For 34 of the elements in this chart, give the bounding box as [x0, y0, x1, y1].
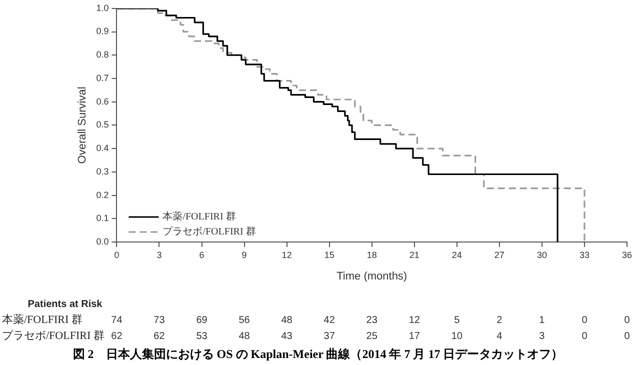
x-tick-label: 0	[114, 250, 120, 260]
text: Patients at Risk	[28, 298, 103, 310]
y-tick-label: 0.9	[96, 26, 109, 36]
y-tick-label: 0.5	[96, 120, 109, 130]
x-tick-label: 12	[282, 250, 292, 260]
y-tick-label: 0.8	[96, 50, 109, 60]
x-tick-label: 36	[622, 250, 632, 260]
text: 62 62 53 48 43 37 25 17 10 4 3 0 0	[111, 330, 630, 342]
y-axis-title: Overall Survival	[76, 86, 89, 164]
x-axis-title: Time (months)	[336, 270, 408, 282]
y-tick-label: 0.0	[96, 236, 109, 246]
x-tick-label: 6	[199, 250, 204, 260]
x-tick-label: 30	[536, 250, 547, 260]
legend-label: 本薬/FOLFIRI 群	[162, 210, 236, 223]
y-tick-label: 0.7	[96, 72, 109, 83]
y-tick-label: 1.0	[96, 2, 109, 13]
y-tick-label: 0.2	[96, 190, 109, 200]
x-tick-label: 18	[366, 250, 377, 260]
x-tick-label: 33	[579, 250, 590, 260]
x-tick-label: 21	[409, 250, 420, 260]
y-tick-label: 0.1	[96, 213, 109, 224]
text: 本薬/FOLFIRI 群	[2, 314, 82, 326]
x-tick-label: 9	[242, 250, 247, 260]
legend-label: プラセボ/FOLFIRI 群	[162, 226, 256, 238]
y-tick-label: 0.4	[96, 143, 109, 154]
x-tick-label: 15	[324, 250, 334, 260]
y-tick-label: 0.3	[96, 166, 109, 176]
text: 74 73 69 56 48 42 23 12 5 2 1 0 0	[111, 314, 630, 326]
caption: 図 2 日本人集団における OS の Kaplan-Meier 曲線（2014 年 7 月 17 日データカットオフ）	[72, 347, 564, 362]
x-tick-label: 24	[452, 250, 462, 260]
y-tick-label: 0.6	[96, 96, 109, 106]
x-tick-label: 3	[156, 250, 162, 260]
x-tick-label: 27	[494, 250, 504, 260]
text: プラセボ/FOLFIRI 群	[2, 330, 104, 342]
